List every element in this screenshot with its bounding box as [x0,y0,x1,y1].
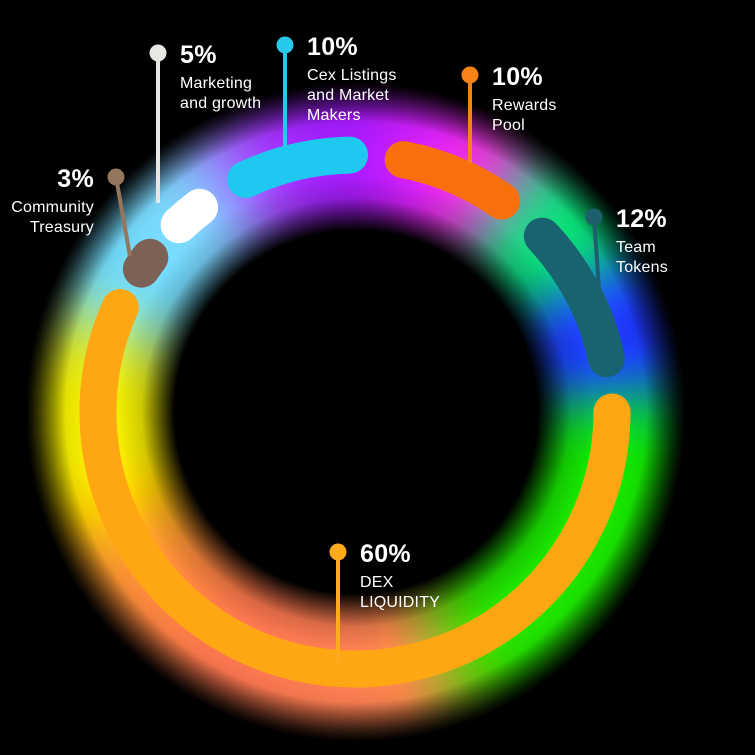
percent-label: 12% [616,205,667,233]
pin-dot [276,36,294,54]
percent-label: 60% [360,540,411,568]
segment-label: and growth [180,95,262,112]
pin-stem [336,552,340,662]
segment-label: Pool [492,117,525,134]
segment-arc-dex-liquidity [79,289,631,688]
segment-arc-cex-listings [227,136,369,198]
segment-arc-marketing-growth [160,188,219,244]
percent-label: 3% [57,165,94,193]
segment-label: Treasury [29,219,94,236]
segment-label: Tokens [616,259,668,276]
segment-arc-rewards-pool [384,141,521,220]
segment-label: Cex Listings [307,67,397,84]
pin-stem [283,45,287,147]
pin-dot [149,44,167,62]
segment-label: Team [616,239,656,256]
segment-arc-community-treasury [122,238,169,288]
segment-label: Makers [307,107,361,124]
segment-label: Rewards [492,97,557,114]
pin-dot [461,66,479,84]
pin-dot [585,208,603,226]
segment-label: and Market [307,87,390,104]
percent-label: 10% [492,63,543,91]
percent-label: 10% [307,33,358,61]
segment-label: Community [11,199,94,216]
percent-label: 5% [180,41,217,69]
segment-arc-team-tokens [523,217,625,378]
glow-ring [26,82,686,742]
pin-dot [107,168,125,186]
segment-label: Marketing [180,75,253,92]
pin-dot [329,543,347,561]
pin-stem [156,53,160,203]
segment-label: DEX [360,574,394,591]
pin-stem [468,75,472,163]
segment-label: LIQUIDITY [360,594,441,611]
